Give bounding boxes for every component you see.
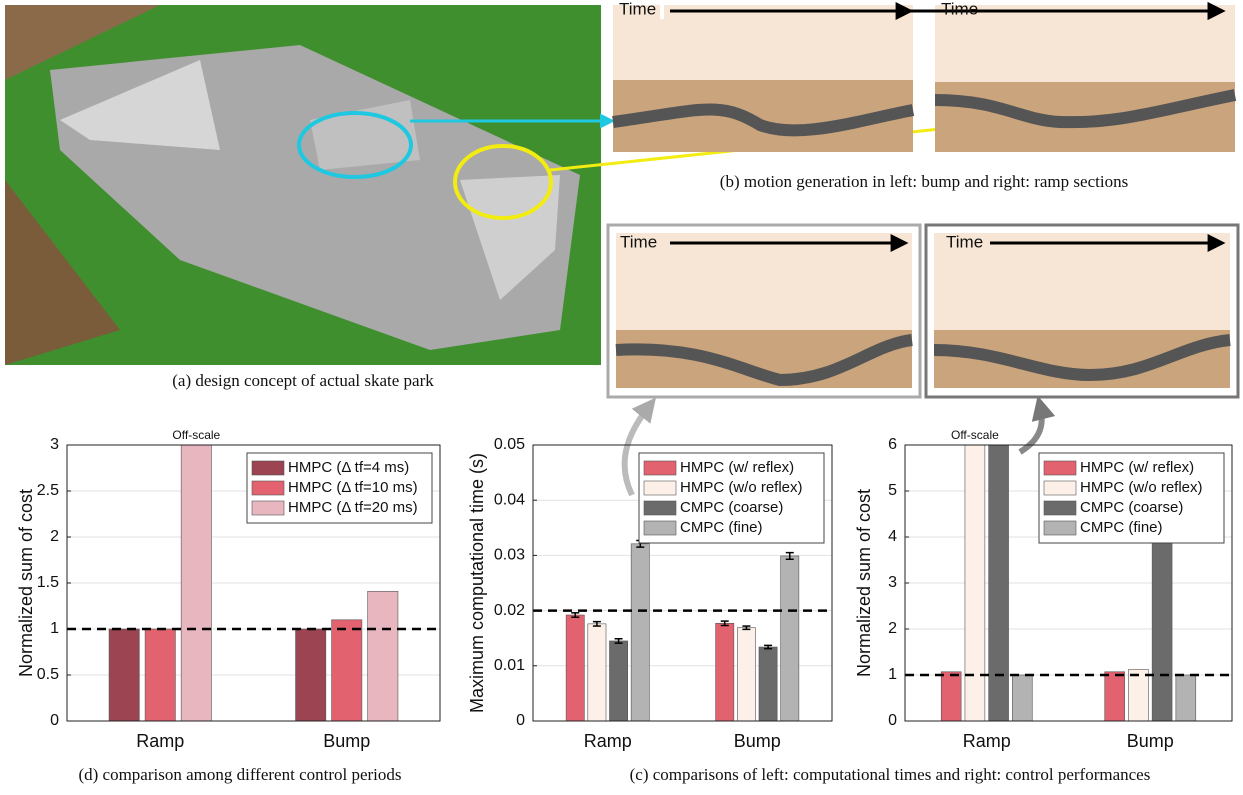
y-tick-label: 3 <box>888 574 897 591</box>
legend-label: CMPC (coarse) <box>680 499 783 516</box>
bar <box>1152 536 1172 721</box>
x-tick-label: Ramp <box>584 731 632 751</box>
time-label: Time <box>941 0 978 18</box>
legend-label: HMPC (w/ reflex) <box>680 459 794 476</box>
legend-swatch <box>644 521 676 535</box>
bar <box>332 620 362 721</box>
motion-panel <box>608 5 1238 397</box>
bar <box>759 647 777 721</box>
figure: Time Time Time Time (a) design concept o… <box>0 0 1243 795</box>
y-tick-label: 0 <box>50 712 59 729</box>
y-tick-label: 5 <box>888 482 897 499</box>
bar <box>631 544 649 721</box>
x-tick-label: Ramp <box>136 731 184 751</box>
legend-swatch <box>644 461 676 475</box>
skate-park-image <box>5 5 601 365</box>
y-tick-label: 2 <box>888 620 897 637</box>
y-axis-label: Normalized sum of cost <box>854 489 874 677</box>
bar <box>1128 669 1148 721</box>
y-axis-label: Normalized sum of cost <box>16 489 36 677</box>
y-tick-label: 0.03 <box>494 547 525 564</box>
y-tick-label: 4 <box>888 528 897 545</box>
y-tick-label: 0.02 <box>494 602 525 619</box>
time-label: Time <box>946 232 983 251</box>
bar <box>609 641 627 721</box>
bar <box>989 445 1009 721</box>
y-axis-label: Maximum computational time (s) <box>467 453 487 713</box>
bar <box>109 629 139 721</box>
caption: (d) comparison among different control p… <box>78 765 401 784</box>
legend-label: CMPC (fine) <box>680 519 763 536</box>
y-tick-label: 0 <box>888 712 897 729</box>
x-tick-label: Bump <box>1127 731 1174 751</box>
bar <box>1176 675 1196 721</box>
legend-label: HMPC (w/ reflex) <box>1080 459 1194 476</box>
annotation: Off-scale <box>951 428 999 442</box>
y-tick-label: 2.5 <box>37 482 59 499</box>
legend-label: CMPC (coarse) <box>1080 499 1183 516</box>
bar <box>781 556 799 721</box>
legend-swatch <box>1044 481 1076 495</box>
caption: (c) comparisons of left: computational t… <box>630 765 1151 784</box>
legend-label: CMPC (fine) <box>1080 519 1163 536</box>
legend-swatch <box>1044 521 1076 535</box>
bar <box>965 445 985 721</box>
y-tick-label: 0.04 <box>494 491 525 508</box>
y-tick-label: 6 <box>888 436 897 453</box>
time-label: Time <box>620 232 657 251</box>
legend-swatch <box>1044 461 1076 475</box>
legend-swatch <box>252 481 284 495</box>
y-tick-label: 3 <box>50 436 59 453</box>
bar <box>1012 675 1032 721</box>
bar <box>181 445 211 721</box>
x-tick-label: Bump <box>734 731 781 751</box>
y-tick-label: 0.5 <box>37 666 59 683</box>
bar <box>737 628 755 721</box>
caption: (b) motion generation in left: bump and … <box>720 172 1128 191</box>
legend-swatch <box>252 461 284 475</box>
bar <box>588 624 606 721</box>
legend-swatch <box>252 501 284 515</box>
legend-label: HMPC (w/o reflex) <box>1080 479 1203 496</box>
y-tick-label: 1 <box>50 620 59 637</box>
bar <box>566 615 584 721</box>
y-tick-label: 2 <box>50 528 59 545</box>
bar <box>1105 672 1125 721</box>
bar <box>145 629 175 721</box>
time-label: Time <box>619 0 656 18</box>
y-tick-label: 0 <box>516 712 525 729</box>
y-tick-label: 0.01 <box>494 657 525 674</box>
legend-label: HMPC (Δ tf=10 ms) <box>288 479 418 496</box>
legend-label: HMPC (w/o reflex) <box>680 479 803 496</box>
x-tick-label: Ramp <box>963 731 1011 751</box>
y-tick-label: 1 <box>888 666 897 683</box>
annotation: Off-scale <box>172 428 220 442</box>
bar <box>296 629 326 721</box>
bar <box>941 672 961 721</box>
caption: (a) design concept of actual skate park <box>172 371 434 390</box>
legend-swatch <box>1044 501 1076 515</box>
y-tick-label: 1.5 <box>37 574 59 591</box>
legend-swatch <box>644 481 676 495</box>
bar <box>368 591 398 721</box>
y-tick-label: 0.05 <box>494 436 525 453</box>
legend-label: HMPC (Δ tf=4 ms) <box>288 459 409 476</box>
x-tick-label: Bump <box>323 731 370 751</box>
bar <box>716 623 734 721</box>
legend-swatch <box>644 501 676 515</box>
legend-label: HMPC (Δ tf=20 ms) <box>288 499 418 516</box>
